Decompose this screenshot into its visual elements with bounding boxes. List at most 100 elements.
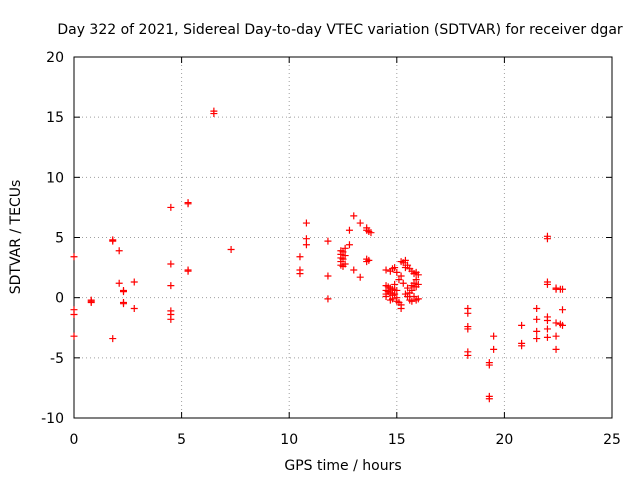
data-point — [393, 286, 401, 294]
data-point — [543, 333, 551, 341]
data-point — [356, 273, 364, 281]
x-tick-label: 5 — [177, 432, 186, 448]
y-tick-label: -5 — [50, 351, 64, 367]
data-point — [404, 284, 412, 292]
data-point — [393, 268, 401, 276]
data-point — [382, 292, 390, 300]
data-point — [341, 244, 349, 252]
data-point — [119, 288, 127, 296]
data-point — [324, 272, 332, 280]
data-point — [350, 266, 358, 274]
y-axis-label: SDTVAR / TECUs — [8, 180, 24, 295]
data-point — [391, 264, 399, 272]
x-tick-label: 10 — [280, 432, 298, 448]
data-point — [397, 272, 405, 280]
data-point — [167, 203, 175, 211]
data-point — [397, 304, 405, 312]
data-point — [412, 276, 420, 284]
data-point — [87, 297, 95, 305]
data-point — [167, 260, 175, 268]
data-point — [109, 237, 117, 245]
data-point — [356, 219, 364, 227]
data-point — [210, 110, 218, 118]
data-point — [367, 229, 375, 237]
data-point — [414, 295, 422, 303]
data-point — [559, 285, 567, 293]
data-point — [70, 253, 78, 261]
data-point — [302, 241, 310, 249]
data-point — [485, 361, 493, 369]
data-point — [543, 280, 551, 288]
data-point — [395, 276, 403, 284]
data-point — [552, 345, 560, 353]
data-point — [391, 290, 399, 298]
data-point — [302, 219, 310, 227]
data-point — [552, 332, 560, 340]
data-point — [559, 321, 567, 329]
data-point — [408, 297, 416, 305]
data-point — [404, 292, 412, 300]
y-tick-label: 10 — [46, 170, 64, 186]
data-point — [464, 325, 472, 333]
data-point — [408, 286, 416, 294]
data-point — [324, 295, 332, 303]
data-point — [296, 253, 304, 261]
data-point — [388, 295, 396, 303]
data-point — [382, 266, 390, 274]
data-point — [345, 241, 353, 249]
data-point — [533, 327, 541, 335]
data-point — [119, 300, 127, 308]
x-tick-label: 25 — [603, 432, 621, 448]
y-tick-label: 0 — [55, 291, 64, 307]
data-point — [485, 395, 493, 403]
data-point — [115, 279, 123, 287]
data-point — [339, 248, 347, 256]
data-point — [184, 200, 192, 208]
x-tick-label: 20 — [495, 432, 513, 448]
x-axis-label: GPS time / hours — [284, 458, 401, 474]
data-point — [518, 321, 526, 329]
data-point — [345, 226, 353, 234]
chart-title: Day 322 of 2021, Sidereal Day-to-day VTE… — [57, 22, 623, 38]
data-point — [70, 332, 78, 340]
data-point — [324, 237, 332, 245]
x-tick-label: 0 — [70, 432, 79, 448]
data-point — [184, 267, 192, 275]
data-point — [365, 256, 373, 264]
data-point — [341, 260, 349, 268]
data-point — [410, 292, 418, 300]
data-point — [490, 332, 498, 340]
data-point — [130, 278, 138, 286]
data-point — [464, 309, 472, 317]
data-point — [414, 271, 422, 279]
data-point — [391, 280, 399, 288]
data-point — [404, 261, 412, 269]
x-tick-label: 15 — [388, 432, 406, 448]
data-point — [70, 311, 78, 319]
data-point — [543, 317, 551, 325]
y-tick-label: 15 — [46, 110, 64, 126]
data-point — [543, 235, 551, 243]
data-point — [401, 256, 409, 264]
data-point — [167, 282, 175, 290]
data-point — [559, 306, 567, 314]
y-tick-label: 20 — [46, 50, 64, 66]
data-points — [70, 107, 567, 403]
y-tick-label: 5 — [55, 231, 64, 247]
data-point — [399, 279, 407, 287]
data-point — [341, 252, 349, 260]
data-point — [414, 280, 422, 288]
data-point — [302, 235, 310, 243]
data-point — [464, 351, 472, 359]
data-point — [490, 345, 498, 353]
axis-ticks: 0 5 10 15 20 25 -10 -5 0 5 10 15 20 — [41, 50, 621, 448]
data-point — [339, 255, 347, 263]
data-point — [167, 315, 175, 323]
data-point — [115, 247, 123, 255]
data-point — [552, 319, 560, 327]
y-tick-label: -10 — [41, 411, 64, 427]
data-point — [533, 335, 541, 343]
data-point — [109, 335, 117, 343]
